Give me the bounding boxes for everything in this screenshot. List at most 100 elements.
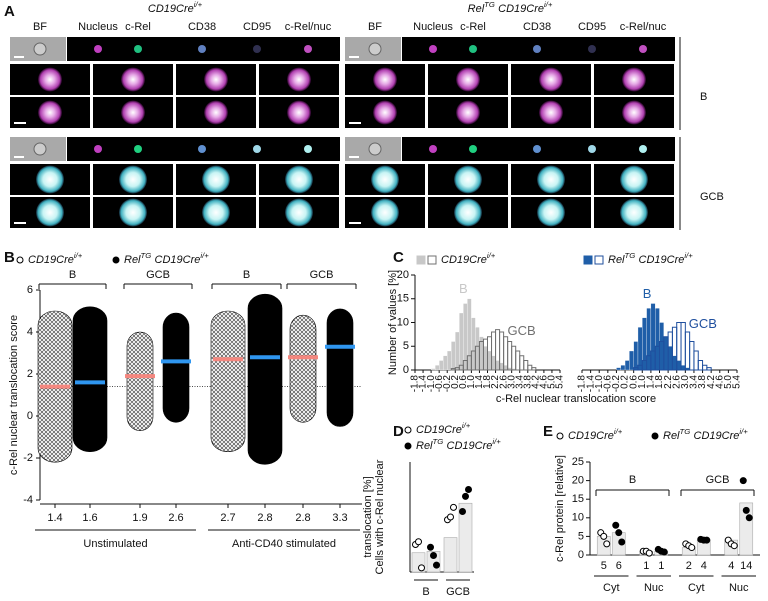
data-point [600,532,608,540]
column-header: Nucleus [413,21,453,33]
x-tick-label: 1.0 [466,375,477,389]
median-label: 1.6 [82,512,97,524]
genotype-part: CD19Cre [148,3,194,15]
histogram-bar [706,367,712,371]
y-tick-label: 10 [572,512,584,524]
histogram-bar [483,346,488,371]
legend-swatch [416,255,426,265]
histogram-bar [495,360,500,371]
series-label: B [643,286,652,301]
data-point [112,256,120,264]
x-tick-label: 2.6 [671,375,682,389]
series-label: GCB [689,316,717,331]
value-label: 2 [686,560,692,572]
y-tick-label: -2 [23,452,33,464]
histogram-bar [430,368,436,371]
data-point [618,538,626,546]
channel-cell [429,45,437,53]
histogram-bar [434,365,440,371]
histogram-bar [689,341,695,371]
cell-image [119,198,147,227]
histogram-bar [667,346,673,371]
data-point [651,432,659,440]
channel-cell [588,145,596,153]
genotype-part: CD19Cre [639,254,685,266]
genotype-part: CD19Cre [447,440,493,452]
data-point [603,540,611,548]
genotype-part: Rel [608,254,625,266]
genotype-label: CD19Crei/+ [148,0,203,15]
channel-cell [94,145,102,153]
data-point [459,508,466,515]
column-header: CD38 [188,21,216,33]
x-tick-label: 0.6 [458,375,469,389]
x-tick-label: -0.6 [602,375,613,393]
y-tick-label: 15 [397,293,409,305]
cell-cloud [210,310,246,452]
bf-cell [368,42,382,56]
x-tick-label: 5.0 [547,375,558,389]
value-label: 14 [740,560,752,572]
channel-cell [533,145,541,153]
row-label: GCB [700,191,724,203]
histogram-bar [443,355,448,371]
histogram-bar [451,341,456,371]
data-point [730,542,738,550]
histogram-bar [637,327,643,371]
histogram-bar [680,322,686,371]
genotype-sup: i/+ [684,251,693,260]
cell-image [36,198,64,227]
cell-image [622,67,646,92]
x-tick-label: -1.8 [410,375,421,393]
group-label: GCB [706,474,730,486]
data-point [433,561,440,569]
cell-image [373,100,397,125]
value-label: 1 [658,560,664,572]
panel-label: C [393,249,404,266]
genotype-part: CD19Cre [416,424,462,436]
x-tick-label: 3.4 [689,375,700,389]
histogram-bar [646,308,652,371]
y-tick-label: 5 [578,530,584,542]
channel-cell [639,45,647,53]
median-label: 2.8 [257,512,272,524]
cell-image [373,67,397,92]
data-point [742,506,750,514]
y-tick-label: 10 [397,316,409,328]
data-point [418,564,425,572]
data-point [703,536,711,544]
cell-cloud [162,312,190,423]
category-label: Cyt [688,582,705,594]
channel-cell [429,145,437,153]
cell-image [454,198,482,227]
x-tick-label: -0.2 [611,375,622,393]
x-tick-label: -0.2 [442,375,453,393]
histogram-bar [527,364,533,371]
cell-image [285,165,313,194]
histogram-bar [507,341,513,371]
x-tick-label: 0.2 [450,375,461,389]
panel-label: E [543,423,553,440]
cell-image [620,165,648,194]
x-tick-label: 3.4 [514,375,525,389]
cell-cloud [247,293,283,465]
data-point [450,503,457,511]
cell-image [539,100,563,125]
genotype-sup: i/+ [462,421,471,430]
cell-cloud [289,314,317,423]
cell-image [537,165,565,194]
histogram-bar [684,331,691,371]
y-tick-label: 5 [403,340,409,352]
histogram-bar [620,365,626,371]
histogram-bar [503,365,508,371]
channel-cell [253,45,261,53]
genotype-label: RelTG CD19Crei/+ [608,251,693,266]
genotype-sup: TG [141,251,152,260]
genotype-part: Rel [416,440,433,452]
y-axis-label: Number of values [%] [387,270,399,375]
data-point [404,442,412,450]
histogram-bar [447,350,452,371]
legend-swatch [427,255,437,265]
